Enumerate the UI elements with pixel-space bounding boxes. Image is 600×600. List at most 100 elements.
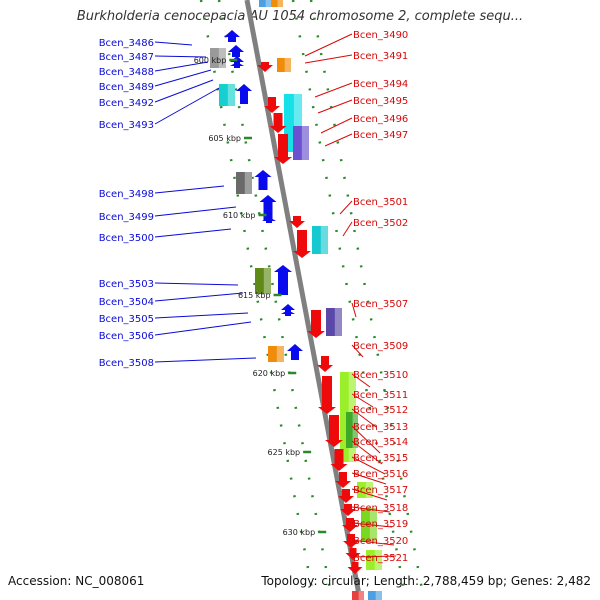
reverse-gene-label[interactable]: Bcen_3517: [353, 485, 408, 496]
reverse-gene-label[interactable]: Bcen_3512: [353, 405, 408, 416]
reverse-gene-label[interactable]: Bcen_3509: [353, 341, 408, 352]
reverse-gene-label[interactable]: Bcen_3501: [353, 197, 408, 208]
accession-text: Accession: NC_008061: [8, 574, 145, 588]
reverse-gene-label[interactable]: Bcen_3510: [353, 370, 408, 381]
gene-label-leader: [320, 117, 353, 134]
reverse-gene-label[interactable]: Bcen_3514: [353, 437, 408, 448]
gene-label-leader: [351, 488, 388, 501]
reverse-gene-label[interactable]: Bcen_3494: [353, 79, 408, 90]
forward-gene-arrow: [254, 170, 272, 190]
feature-block: [368, 591, 382, 600]
gene-label-leader: [351, 555, 397, 558]
gene-label-leader: [339, 200, 353, 215]
gene-label-leader: [154, 228, 232, 238]
reverse-gene-arrow: [257, 62, 273, 72]
reverse-gene-arrow: [289, 216, 305, 228]
reverse-gene-label[interactable]: Bcen_3516: [353, 469, 408, 480]
forward-gene-label[interactable]: Bcen_3488: [99, 67, 154, 78]
forward-gene-label[interactable]: Bcen_3503: [99, 279, 154, 290]
reverse-gene-arrow: [343, 534, 359, 548]
reverse-gene-label[interactable]: Bcen_3513: [353, 422, 408, 433]
reverse-gene-label[interactable]: Bcen_3491: [353, 51, 408, 62]
feature-block: [255, 268, 271, 294]
feature-block-shade: [301, 126, 309, 160]
scale-tick-label: 600 kbp: [194, 56, 227, 65]
feature-block-shade: [218, 48, 226, 68]
gene-label-leader: [154, 55, 207, 58]
reverse-gene-label[interactable]: Bcen_3521: [353, 553, 408, 564]
gene-label-leader: [351, 456, 386, 475]
forward-gene-label[interactable]: Bcen_3487: [99, 52, 154, 63]
forward-gene-label[interactable]: Bcen_3499: [99, 212, 154, 223]
forward-gene-label[interactable]: Bcen_3504: [99, 297, 154, 308]
chromosome-backbone: [244, 0, 363, 600]
reverse-gene-label[interactable]: Bcen_3507: [353, 299, 408, 310]
forward-gene-arrow: [230, 62, 244, 68]
forward-gene-label[interactable]: Bcen_3506: [99, 331, 154, 342]
reverse-gene-label[interactable]: Bcen_3518: [353, 503, 408, 514]
feature-block: [326, 308, 342, 336]
forward-gene-label[interactable]: Bcen_3500: [99, 233, 154, 244]
forward-gene-label[interactable]: Bcen_3498: [99, 189, 154, 200]
gene-label-leader: [154, 41, 193, 46]
feature-block-shade: [358, 591, 364, 600]
forward-gene-arrow: [228, 45, 244, 57]
reverse-gene-label[interactable]: Bcen_3520: [353, 536, 408, 547]
gene-label-leader: [351, 506, 391, 513]
reverse-gene-label[interactable]: Bcen_3502: [353, 218, 408, 229]
gene-label-leader: [154, 61, 209, 72]
reverse-gene-label[interactable]: Bcen_3497: [353, 130, 408, 141]
reverse-gene-label[interactable]: Bcen_3495: [353, 96, 408, 107]
feature-block-shade: [277, 0, 283, 7]
reverse-gene-arrow: [325, 415, 343, 447]
reverse-gene-label[interactable]: Bcen_3496: [353, 114, 408, 125]
forward-gene-label[interactable]: Bcen_3505: [99, 314, 154, 325]
guide-track: [199, 0, 316, 600]
gene-label-leader: [304, 54, 353, 64]
reverse-gene-labels: Bcen_3490 Bcen_3491 Bcen_3494 Bcen_3495 Bcen…: [304, 30, 408, 564]
gene-label-leader: [154, 292, 244, 302]
gene-label-leader: [154, 206, 237, 217]
feature-block: [259, 0, 271, 7]
gene-label-leader: [154, 185, 225, 194]
gene-label-leader: [154, 282, 239, 286]
feature-block: [312, 226, 328, 254]
guide-track: [217, 0, 334, 600]
forward-gene-label[interactable]: Bcen_3493: [99, 120, 154, 131]
feature-block: [352, 591, 364, 600]
gene-label-leader: [304, 33, 353, 57]
forward-gene-labels: Bcen_3486 Bcen_3487 Bcen_3488 Bcen_3489 Bcen…: [99, 38, 257, 369]
reverse-gene-label[interactable]: Bcen_3490: [353, 30, 408, 41]
reverse-gene-arrow: [345, 548, 361, 560]
reverse-gene-arrow: [338, 489, 354, 503]
forward-gene-label[interactable]: Bcen_3486: [99, 38, 154, 49]
reverse-gene-arrow: [335, 472, 351, 488]
reverse-gene-label[interactable]: Bcen_3511: [353, 390, 408, 401]
scale-tick-label: 630 kbp: [283, 528, 316, 537]
gene-label-leader: [342, 221, 353, 237]
feature-block: [346, 412, 358, 448]
gene-label-leader: [314, 82, 353, 98]
forward-gene-label[interactable]: Bcen_3492: [99, 98, 154, 109]
scale-ticks: 600 kbp 605 kbp 610 kbp 615 kbp 620 kbp 625 k…: [194, 56, 327, 537]
forward-gene-arrow: [224, 30, 240, 42]
feature-block-shade: [320, 226, 328, 254]
reverse-gene-label[interactable]: Bcen_3515: [353, 453, 408, 464]
feature-block: [268, 346, 284, 362]
feature-block-shade: [365, 482, 373, 498]
summary-text: Topology: circular; Length: 2,788,459 bp…: [261, 574, 591, 588]
feature-block-shade: [374, 550, 382, 570]
gene-label-leader: [154, 69, 212, 87]
reverse-gene-label[interactable]: Bcen_3519: [353, 519, 408, 530]
forward-gene-label[interactable]: Bcen_3489: [99, 82, 154, 93]
scale-tick-label: 625 kbp: [268, 448, 301, 457]
gene-label-leader: [154, 79, 214, 103]
map-title: Burkholderia cenocepacia AU 1054 chromos…: [76, 9, 524, 24]
forward-gene-label[interactable]: Bcen_3508: [99, 358, 154, 369]
feature-block: [210, 48, 226, 68]
feature-block: [271, 0, 283, 7]
feature-block: [366, 550, 382, 570]
feature-block: [219, 84, 235, 106]
gene-label-leader: [351, 539, 395, 546]
